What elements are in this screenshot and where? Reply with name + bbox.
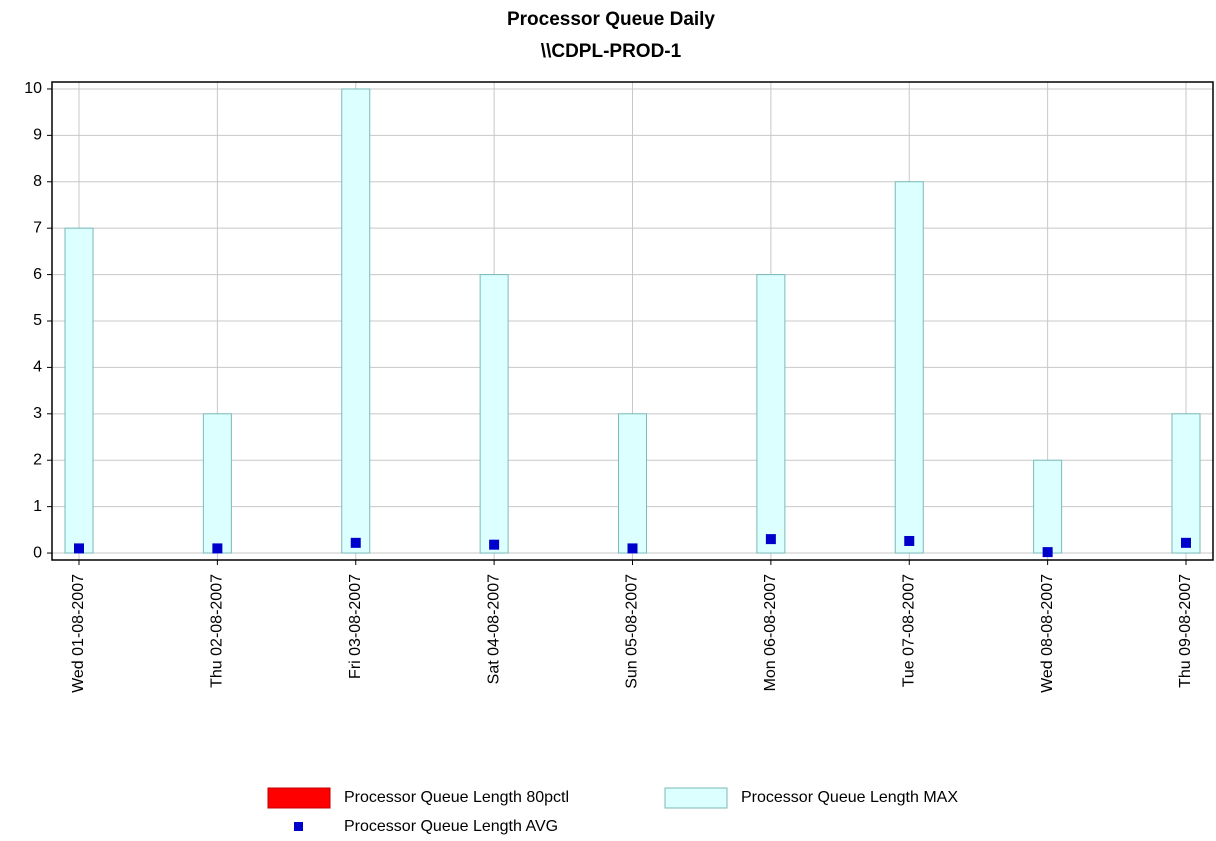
y-tick-label: 5 bbox=[33, 312, 42, 329]
y-tick-label: 6 bbox=[33, 266, 42, 283]
x-tick-label: Mon 06-08-2007 bbox=[762, 574, 779, 692]
bar bbox=[64, 227, 94, 554]
y-tick-label: 8 bbox=[33, 173, 42, 190]
x-tick-label: Wed 08-08-2007 bbox=[1039, 574, 1056, 693]
legend-label: Processor Queue Length 80pctl bbox=[344, 789, 569, 806]
plot-border bbox=[51, 81, 1214, 561]
x-tick-label: Sun 05-08-2007 bbox=[624, 574, 641, 689]
bar bbox=[1033, 459, 1063, 554]
legend-swatch bbox=[267, 787, 331, 809]
y-tick-label: 3 bbox=[33, 405, 42, 422]
point bbox=[1181, 537, 1191, 548]
x-tick-label: Thu 09-08-2007 bbox=[1177, 574, 1194, 688]
legend-label: Processor Queue Length MAX bbox=[741, 789, 958, 806]
point bbox=[212, 543, 223, 554]
bar bbox=[1171, 413, 1201, 554]
y-tick-label: 9 bbox=[33, 127, 42, 144]
bar bbox=[894, 181, 924, 554]
y-tick-label: 4 bbox=[33, 359, 42, 376]
y-tick-label: 1 bbox=[33, 498, 42, 515]
y-tick-label: 2 bbox=[33, 451, 42, 468]
y-tick-label: 10 bbox=[24, 80, 42, 97]
bar bbox=[618, 413, 647, 554]
y-tick-label: 0 bbox=[33, 544, 42, 561]
point bbox=[627, 543, 638, 554]
point bbox=[489, 539, 500, 550]
bar bbox=[479, 274, 509, 554]
bar bbox=[341, 88, 371, 554]
chart-subtitle: \\CDPL-PROD-1 bbox=[541, 41, 682, 62]
x-tick-label: Fri 03-08-2007 bbox=[347, 574, 364, 679]
x-tick-label: Wed 01-08-2007 bbox=[70, 574, 87, 693]
x-tick-label: Thu 02-08-2007 bbox=[209, 574, 226, 688]
x-tick-label: Tue 07-08-2007 bbox=[900, 574, 917, 687]
point bbox=[765, 534, 776, 545]
x-tick-label: Sat 04-08-2007 bbox=[485, 574, 502, 684]
point bbox=[350, 537, 361, 548]
legend-swatch bbox=[294, 822, 303, 831]
bar bbox=[202, 413, 232, 554]
legend-label: Processor Queue Length AVG bbox=[344, 818, 558, 835]
chart-title: Processor Queue Daily bbox=[507, 9, 715, 30]
point bbox=[1042, 547, 1053, 558]
bar bbox=[756, 274, 786, 554]
point bbox=[904, 535, 915, 546]
point bbox=[74, 543, 84, 554]
y-tick-label: 7 bbox=[33, 219, 42, 236]
legend-swatch bbox=[664, 787, 728, 809]
